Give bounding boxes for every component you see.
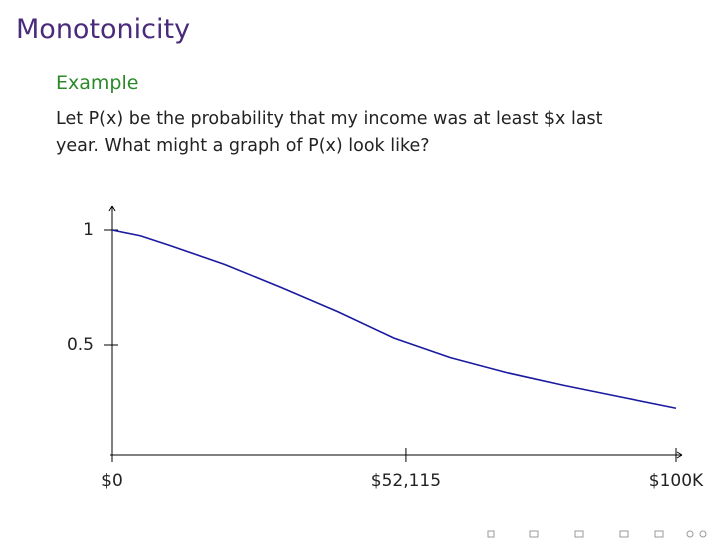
y-tick-label: 0.5 xyxy=(67,335,94,355)
block-title: Example xyxy=(56,72,139,94)
nav-icons xyxy=(487,530,707,538)
x-tick-label: $0 xyxy=(101,471,123,491)
x-arrow xyxy=(676,451,683,459)
y-tick-label: 1 xyxy=(83,220,94,240)
y-arrow xyxy=(108,205,116,212)
line xyxy=(111,229,677,410)
x-tick-label: $100K xyxy=(649,471,704,491)
block-body: Let P(x) be the probability that my inco… xyxy=(56,109,603,156)
slide-title: Monotonicity xyxy=(16,14,191,45)
x-tick-label: $52,115 xyxy=(371,471,441,491)
